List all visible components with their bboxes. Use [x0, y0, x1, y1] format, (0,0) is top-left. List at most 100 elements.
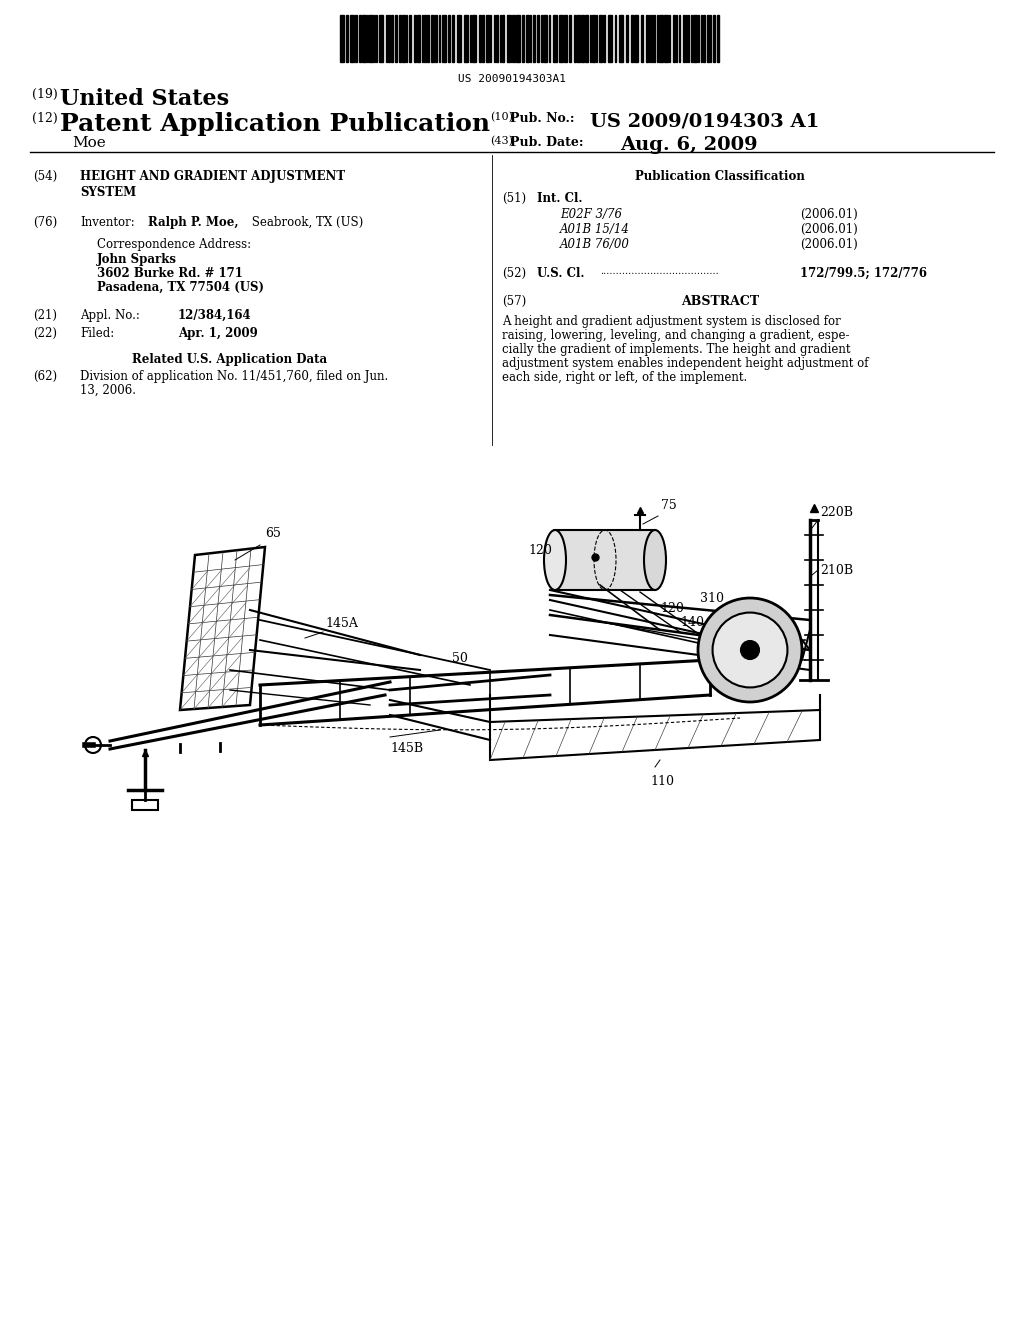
Bar	[608, 15, 612, 62]
Bar	[703, 15, 705, 62]
Text: Ralph P. Moe,: Ralph P. Moe,	[148, 216, 239, 228]
Text: each side, right or left, of the implement.: each side, right or left, of the impleme…	[502, 371, 748, 384]
Bar	[574, 15, 575, 62]
Text: A01B 15/14: A01B 15/14	[560, 223, 630, 236]
Text: (10): (10)	[490, 112, 513, 123]
Text: (51): (51)	[502, 191, 526, 205]
Text: 75: 75	[662, 499, 677, 512]
Bar	[427, 15, 429, 62]
Bar	[379, 15, 383, 62]
Bar	[664, 15, 668, 62]
Text: 120: 120	[528, 544, 552, 557]
Bar	[603, 15, 605, 62]
Text: (62): (62)	[33, 370, 57, 383]
Bar	[435, 15, 437, 62]
Bar	[564, 15, 567, 62]
Ellipse shape	[544, 531, 566, 590]
Text: 145B: 145B	[390, 742, 423, 755]
Bar	[391, 15, 393, 62]
Text: ABSTRACT: ABSTRACT	[681, 294, 759, 308]
Text: 3602 Burke Rd. # 171: 3602 Burke Rd. # 171	[97, 267, 243, 280]
Text: 120: 120	[660, 602, 684, 615]
Bar	[717, 15, 719, 62]
Text: raising, lowering, leveling, and changing a gradient, espe-: raising, lowering, leveling, and changin…	[502, 329, 850, 342]
Text: (57): (57)	[502, 294, 526, 308]
Bar	[522, 15, 524, 62]
Text: (2006.01): (2006.01)	[800, 209, 858, 220]
Text: 140: 140	[680, 615, 705, 628]
Text: United States: United States	[60, 88, 229, 110]
Bar	[355, 15, 357, 62]
Text: (52): (52)	[502, 267, 526, 280]
Text: ......................................: ......................................	[600, 267, 719, 276]
Bar	[585, 15, 588, 62]
Text: 210B: 210B	[820, 564, 853, 577]
Bar	[457, 15, 461, 62]
Bar	[452, 15, 454, 62]
Text: cially the gradient of implements. The height and gradient: cially the gradient of implements. The h…	[502, 343, 851, 356]
Bar	[653, 15, 655, 62]
Bar	[683, 15, 685, 62]
Text: 310: 310	[700, 591, 724, 605]
Text: Pub. Date:: Pub. Date:	[510, 136, 584, 149]
Bar	[713, 15, 715, 62]
Bar	[507, 15, 510, 62]
Text: (76): (76)	[33, 216, 57, 228]
Text: 50: 50	[452, 652, 468, 665]
Bar	[559, 15, 563, 62]
Bar	[693, 15, 697, 62]
Bar	[543, 15, 547, 62]
Text: 65: 65	[265, 527, 281, 540]
Bar	[581, 15, 584, 62]
Text: 172/799.5; 172/776: 172/799.5; 172/776	[800, 267, 927, 280]
Text: Pub. No.:: Pub. No.:	[510, 112, 574, 125]
Text: (22): (22)	[33, 327, 57, 341]
Bar	[132, 800, 158, 810]
Bar	[569, 15, 571, 62]
Text: Pasadena, TX 77504 (US): Pasadena, TX 77504 (US)	[97, 281, 264, 294]
Text: 220B: 220B	[820, 506, 853, 519]
Text: adjustment system enables independent height adjustment of: adjustment system enables independent he…	[502, 356, 868, 370]
Bar	[553, 15, 557, 62]
Bar	[534, 15, 535, 62]
Text: E02F 3/76: E02F 3/76	[560, 209, 622, 220]
Bar	[388, 15, 390, 62]
Bar	[626, 15, 628, 62]
Bar	[482, 15, 484, 62]
Bar	[537, 15, 539, 62]
Text: Aug. 6, 2009: Aug. 6, 2009	[620, 136, 758, 154]
Text: US 2009/0194303 A1: US 2009/0194303 A1	[590, 112, 819, 129]
Text: Filed:: Filed:	[80, 327, 115, 341]
Bar	[631, 15, 633, 62]
Bar	[472, 15, 476, 62]
Bar	[555, 531, 655, 590]
Bar	[424, 15, 426, 62]
Text: A height and gradient adjustment system is disclosed for: A height and gradient adjustment system …	[502, 315, 841, 327]
Text: 110: 110	[650, 775, 674, 788]
Text: HEIGHT AND GRADIENT ADJUSTMENT: HEIGHT AND GRADIENT ADJUSTMENT	[80, 170, 345, 183]
Text: (43): (43)	[490, 136, 513, 147]
Bar	[431, 15, 434, 62]
Bar	[417, 15, 420, 62]
Text: (2006.01): (2006.01)	[800, 238, 858, 251]
Text: Correspondence Address:: Correspondence Address:	[97, 238, 251, 251]
Text: (12): (12)	[32, 112, 57, 125]
Bar	[369, 15, 373, 62]
Bar	[350, 15, 354, 62]
Bar	[502, 15, 504, 62]
Bar	[659, 15, 663, 62]
Text: Moe: Moe	[72, 136, 105, 150]
Text: Int. Cl.: Int. Cl.	[537, 191, 583, 205]
Bar	[641, 15, 643, 62]
Text: Inventor:: Inventor:	[80, 216, 135, 228]
Bar	[359, 15, 361, 62]
Bar	[442, 15, 446, 62]
Text: A01B 76/00: A01B 76/00	[560, 238, 630, 251]
Text: 12/384,164: 12/384,164	[178, 309, 252, 322]
Text: SYSTEM: SYSTEM	[80, 186, 136, 199]
Text: Appl. No.:: Appl. No.:	[80, 309, 140, 322]
Bar	[618, 15, 623, 62]
Bar	[414, 15, 416, 62]
Bar	[449, 15, 450, 62]
Circle shape	[713, 612, 787, 688]
